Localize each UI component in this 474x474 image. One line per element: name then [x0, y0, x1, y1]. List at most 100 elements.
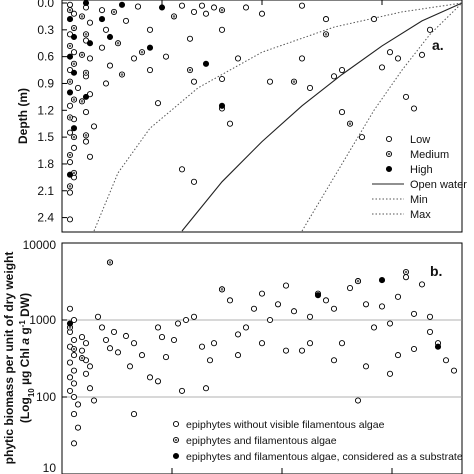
panel-a-point — [98, 44, 106, 51]
panel-a-point — [66, 216, 74, 223]
panel-a-point — [106, 33, 114, 41]
panel-a-point — [102, 80, 110, 87]
panel-b-point — [282, 347, 290, 354]
panel-b-point — [450, 367, 458, 374]
panel-b-point — [106, 345, 114, 352]
panel-a-point — [70, 60, 78, 67]
panel-a-point — [210, 4, 218, 11]
panel-a-y-tick-label: 2.4 — [37, 211, 54, 225]
panel-b-point — [162, 354, 170, 361]
panel-b-legend-label: epiphytes and filamentous algae — [186, 435, 337, 447]
panel-b-point — [94, 313, 102, 320]
panel-b-point — [298, 347, 306, 354]
panel-a-points — [66, 0, 434, 223]
panel-b-point — [178, 387, 186, 394]
panel-b-point — [362, 363, 370, 370]
panel-b-point — [66, 359, 74, 366]
panel-b-point — [70, 316, 78, 324]
panel-b-point — [154, 324, 162, 331]
panel-a-point — [258, 10, 266, 17]
panel-a-point — [122, 17, 130, 24]
panel-b-point — [70, 440, 78, 447]
panel-b-point — [426, 328, 434, 335]
panel-b-point — [386, 320, 394, 327]
panel-a-y-tick-label: 1.2 — [37, 103, 54, 117]
panel-b-point — [394, 293, 402, 300]
panel-b-point — [394, 352, 402, 359]
panel-a-point — [70, 134, 78, 141]
panel-a-point — [66, 189, 74, 196]
panel-b-point — [338, 340, 346, 347]
panel-a-point — [82, 69, 90, 76]
panel-b-point — [242, 324, 250, 331]
panel-a-point — [98, 16, 106, 23]
panel-a-y-tick-label: 0.9 — [37, 76, 54, 90]
panel-a-y-tick-label: 0.6 — [37, 50, 54, 64]
panel-a-point — [386, 49, 394, 56]
panel-a-legend-marker — [385, 150, 393, 158]
curve-min — [93, 2, 463, 232]
panel-a-point — [86, 40, 94, 47]
panel-b-point — [102, 336, 110, 344]
panel-a-point — [82, 109, 90, 116]
panel-a-point — [162, 53, 170, 60]
panel-b-point — [66, 320, 74, 327]
panel-a-point — [158, 4, 166, 11]
panel-a-point — [226, 120, 234, 127]
panel-b-y-tick-label: 100 — [36, 390, 56, 404]
panel-b-label: b. — [430, 263, 442, 279]
panel-a-point — [130, 55, 138, 62]
panel-b-point — [138, 352, 146, 359]
panel-a-point — [178, 166, 186, 173]
panel-b-point — [402, 268, 410, 276]
panel-a-point — [66, 1, 74, 8]
panel-a-point — [394, 55, 402, 62]
panel-b-point — [258, 290, 266, 297]
panel-a-point — [234, 55, 242, 62]
panel-a-point — [70, 10, 78, 17]
panel-a-point — [66, 102, 74, 109]
panel-a-frame — [61, 0, 463, 233]
panel-a-point — [118, 71, 126, 78]
panel-a-legend-label: Min — [410, 194, 428, 206]
panel-b-y-ticks: 10 100 1000 10000 — [23, 238, 67, 474]
panel-b-point — [250, 305, 258, 312]
panel-a-legend-label: High — [410, 164, 433, 176]
panel-a-point — [118, 1, 126, 8]
panel-a-point — [66, 42, 74, 49]
panel-a-point — [402, 93, 410, 100]
panel-b-point — [402, 274, 410, 281]
panel-b-point — [354, 278, 362, 285]
panel-a-point — [78, 98, 86, 105]
panel-b-point — [70, 380, 78, 387]
panel-b-point — [330, 305, 338, 312]
panel-a-y-tick-label: 0.3 — [37, 23, 54, 37]
panel-b-point — [266, 316, 274, 324]
panel-a-point — [66, 89, 74, 96]
panel-a-point — [66, 171, 74, 178]
panel-a-point — [70, 96, 78, 103]
panel-b-legend-label: epiphytes without visible filamentous al… — [186, 419, 385, 431]
panel-b-point — [98, 324, 106, 331]
panel-b-point — [258, 340, 266, 347]
panel-b-point — [234, 352, 242, 359]
panel-a-point — [186, 67, 194, 74]
panel-a-point — [66, 129, 74, 136]
panel-a-legend-label: Medium — [410, 149, 449, 161]
panel-a-point — [170, 13, 178, 20]
panel-a-point — [290, 78, 298, 85]
panel-a-point — [338, 109, 346, 116]
panel-a-point — [86, 55, 94, 62]
panel-b-point — [158, 334, 166, 341]
panel-a-point — [218, 7, 226, 14]
panel-b-points — [66, 259, 458, 447]
panel-a-point — [418, 51, 426, 58]
panel-a-point — [82, 31, 90, 38]
panel-a-point — [110, 8, 118, 15]
panel-a-point — [82, 132, 90, 139]
panel-b-point — [146, 374, 154, 381]
panel-b-point — [202, 385, 210, 392]
panel-b-point — [418, 281, 426, 288]
panel-a-point — [202, 60, 210, 67]
